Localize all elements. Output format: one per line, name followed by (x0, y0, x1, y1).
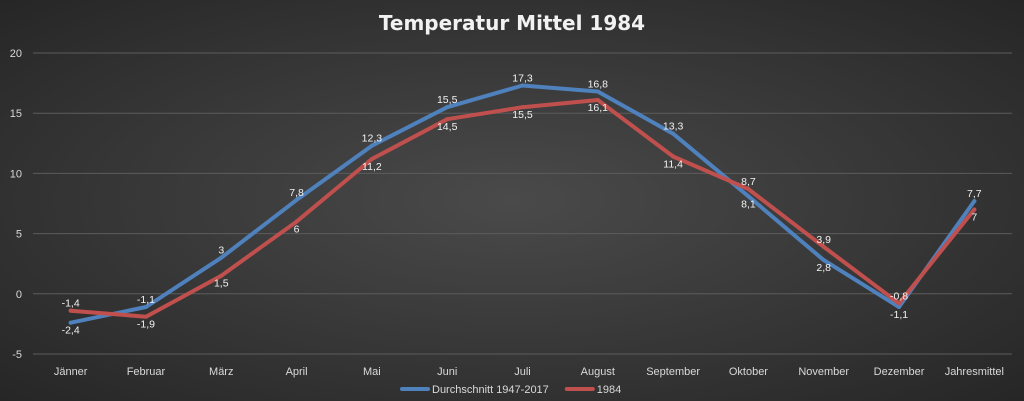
data-point (369, 143, 374, 148)
x-tick-label: April (286, 366, 308, 378)
data-point (746, 187, 751, 192)
x-tick-label: Februar (127, 366, 166, 378)
data-point (520, 105, 525, 110)
data-labels: -2,4 -1,1 3 7,8 12,3 15,5 17,3 16,8 13,3 8,1 2,8 -1… (62, 73, 982, 337)
series-line (68, 98, 977, 319)
y-tick-label: 10 (10, 168, 22, 180)
data-label: 7,7 (967, 188, 982, 200)
data-label: -1,1 (890, 309, 908, 321)
data-label: -1,9 (137, 319, 155, 331)
y-tick-label: 20 (10, 48, 22, 60)
data-label: 1,5 (214, 278, 229, 290)
chart-title: Temperatur Mittel 1984 (379, 11, 645, 35)
data-point (897, 301, 902, 306)
x-tick-label: Juni (437, 366, 457, 378)
data-label: 7 (971, 212, 977, 224)
legend-label: 1984 (597, 384, 621, 396)
data-label: 14,5 (437, 121, 458, 133)
data-point (445, 105, 450, 110)
y-tick-label: 0 (16, 289, 22, 301)
x-tick-label: Jänner (54, 366, 88, 378)
data-point (68, 320, 73, 325)
series-lines (68, 83, 977, 325)
data-label: -1,1 (137, 294, 155, 306)
x-tick-label: Mai (363, 366, 381, 378)
data-label: 8,1 (741, 198, 756, 210)
data-point (821, 258, 826, 263)
data-point (671, 131, 676, 136)
legend-label: Durchschnitt 1947-2017 (432, 384, 549, 396)
x-tick-label: Jahresmittel (945, 366, 1004, 378)
data-label: -2,4 (62, 325, 80, 337)
data-label: 16,1 (588, 102, 609, 114)
data-label: 8,7 (741, 176, 756, 188)
data-label: 11,4 (663, 159, 683, 171)
y-tick-label: -5 (12, 349, 22, 361)
data-point (294, 197, 299, 202)
x-tick-label: Dezember (874, 366, 925, 378)
data-label: 6 (294, 224, 300, 236)
x-axis-ticks: Jänner Februar März April Mai Juni Juli August S… (54, 366, 1004, 378)
x-tick-label: Oktober (729, 366, 768, 378)
data-label: 3,9 (816, 234, 831, 246)
data-point (972, 207, 977, 212)
data-label: 15,5 (512, 109, 533, 121)
data-point (595, 89, 600, 94)
data-label: 2,8 (816, 262, 831, 274)
data-label: -1,4 (62, 298, 80, 310)
data-label: -0,8 (890, 290, 908, 302)
data-point (219, 255, 224, 260)
data-point (369, 156, 374, 161)
data-point (897, 305, 902, 310)
data-point (143, 314, 148, 319)
x-tick-label: März (209, 366, 233, 378)
grid (33, 52, 1012, 355)
data-label: 12,3 (362, 133, 383, 145)
y-tick-label: 15 (10, 108, 22, 120)
data-label: 15,5 (437, 94, 458, 106)
data-point (671, 154, 676, 159)
data-label: 13,3 (663, 121, 684, 133)
data-point (821, 244, 826, 249)
x-tick-label: November (798, 366, 849, 378)
y-tick-label: 5 (16, 229, 22, 241)
data-point (972, 199, 977, 204)
x-tick-label: August (581, 366, 615, 378)
data-point (520, 83, 525, 88)
data-point (143, 305, 148, 310)
x-tick-label: September (646, 366, 700, 378)
legend: Durchschnitt 1947-2017 1984 (400, 384, 621, 396)
data-point (294, 219, 299, 224)
data-point (746, 194, 751, 199)
data-label: 7,8 (289, 187, 304, 199)
data-point (595, 97, 600, 102)
data-label: 16,8 (588, 79, 609, 91)
data-point (219, 273, 224, 278)
x-tick-label: Juli (514, 366, 531, 378)
data-label: 11,2 (362, 161, 382, 173)
y-axis-ticks: -5 0 5 10 15 20 (10, 48, 22, 361)
data-label: 3 (218, 245, 224, 257)
data-label: 17,3 (512, 73, 533, 85)
data-point (68, 308, 73, 313)
data-point (445, 117, 450, 122)
